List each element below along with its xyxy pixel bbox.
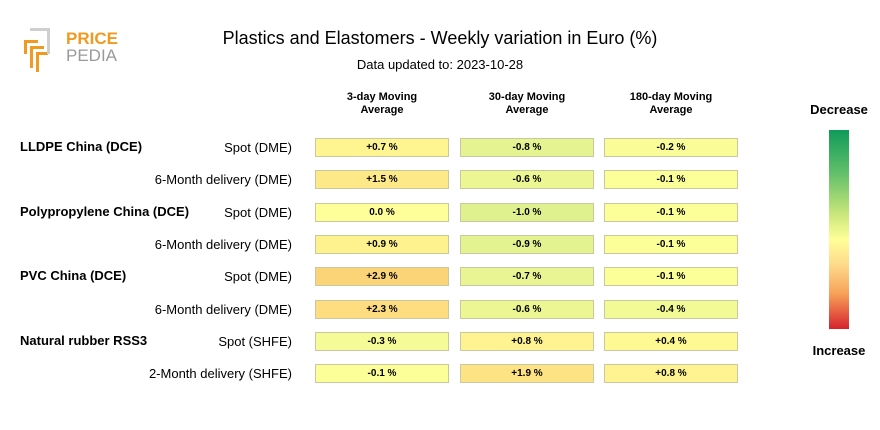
- color-scale-bar: [829, 130, 849, 329]
- row-label: 6-Month delivery (DME): [154, 237, 292, 252]
- value-cell: -0.8 %: [460, 138, 594, 157]
- value-cell: +2.9 %: [315, 267, 449, 286]
- value-cell: +0.4 %: [604, 332, 738, 351]
- value-cell: -0.2 %: [604, 138, 738, 157]
- value-cell: +1.5 %: [315, 170, 449, 189]
- row-label: Spot (DME): [224, 140, 292, 155]
- group-label: LLDPE China (DCE): [20, 139, 143, 154]
- value-cell: +0.9 %: [315, 235, 449, 254]
- value-cell: -0.1 %: [315, 364, 449, 383]
- column-header-1: 3-day Moving Average: [346, 91, 418, 116]
- logo-text-top: PRICE: [66, 29, 118, 48]
- row-label: 2-Month delivery (SHFE): [148, 366, 292, 381]
- legend-increase-label: Increase: [812, 343, 866, 358]
- value-cell: -0.9 %: [460, 235, 594, 254]
- chart-title: Plastics and Elastomers - Weekly variati…: [222, 28, 658, 48]
- row-label: Spot (DME): [224, 269, 292, 284]
- value-cell: -0.3 %: [315, 332, 449, 351]
- value-cell: 0.0 %: [315, 203, 449, 222]
- row-label: 6-Month delivery (DME): [154, 172, 292, 187]
- row-label: Spot (SHFE): [218, 334, 292, 349]
- group-label: Natural rubber RSS3: [20, 333, 148, 348]
- value-cell: -0.6 %: [460, 170, 594, 189]
- pricepedia-logo: PRICE PEDIA: [24, 28, 118, 72]
- row-label: Spot (DME): [224, 205, 292, 220]
- value-cell: -0.1 %: [604, 235, 738, 254]
- value-cell: -1.0 %: [460, 203, 594, 222]
- value-cell: +2.3 %: [315, 300, 449, 319]
- group-label: PVC China (DCE): [20, 268, 127, 283]
- value-cell: -0.7 %: [460, 267, 594, 286]
- value-cell: +0.8 %: [604, 364, 738, 383]
- chart-subtitle: Data updated to: 2023-10-28: [356, 57, 524, 72]
- column-header-3: 180-day Moving Average: [629, 91, 713, 116]
- logo-text-bottom: PEDIA: [66, 46, 118, 65]
- value-cell: -0.1 %: [604, 267, 738, 286]
- row-label: 6-Month delivery (DME): [154, 302, 292, 317]
- group-label: Polypropylene China (DCE): [20, 204, 190, 219]
- value-cell: -0.1 %: [604, 170, 738, 189]
- value-cell: +1.9 %: [460, 364, 594, 383]
- value-cell: -0.4 %: [604, 300, 738, 319]
- column-header-2: 30-day Moving Average: [488, 91, 566, 116]
- value-cell: +0.7 %: [315, 138, 449, 157]
- value-cell: -0.1 %: [604, 203, 738, 222]
- legend-decrease-label: Decrease: [810, 102, 868, 117]
- logo-mark-icon: [24, 28, 50, 72]
- value-cell: +0.8 %: [460, 332, 594, 351]
- value-cell: -0.6 %: [460, 300, 594, 319]
